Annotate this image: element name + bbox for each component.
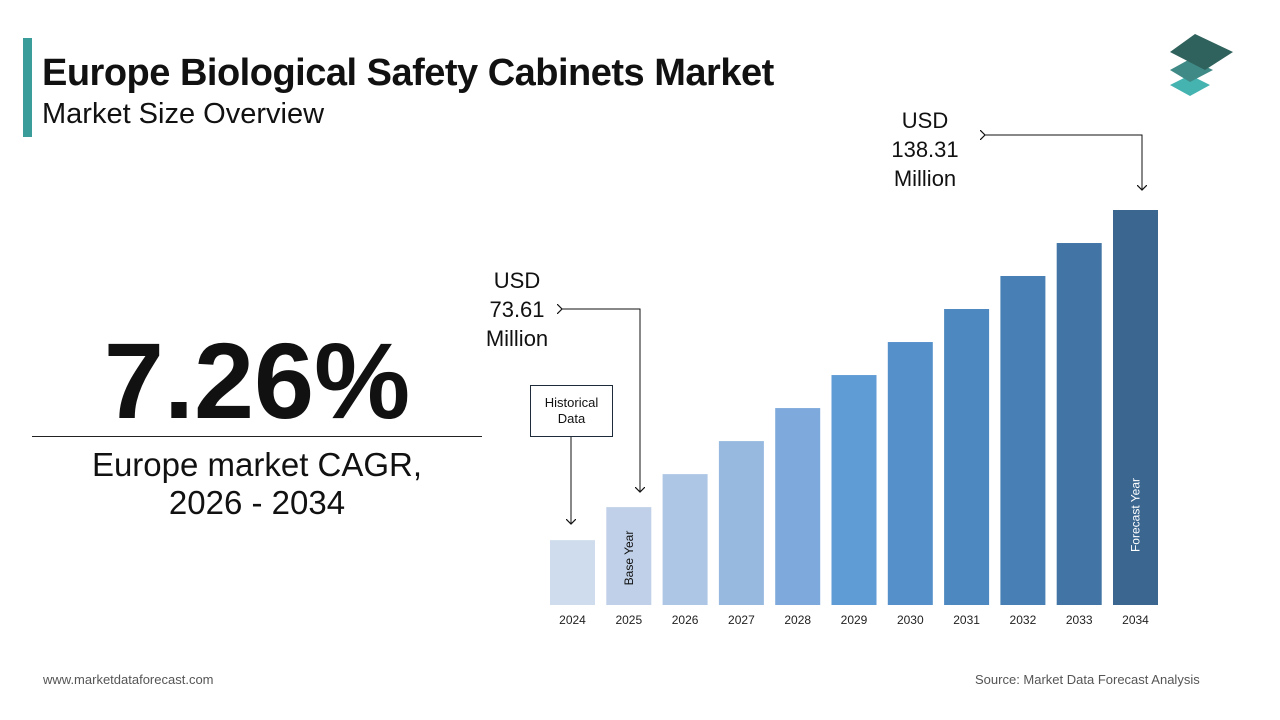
callout-line: USD xyxy=(901,108,949,133)
bar-2030 xyxy=(887,342,933,605)
cagr-label-line1: Europe market CAGR, xyxy=(91,446,423,483)
bar-2029 xyxy=(831,375,877,605)
x-tick-label: 2032 xyxy=(1010,613,1037,627)
bar-2026 xyxy=(662,474,708,605)
callout-line: 73.61 xyxy=(489,297,545,322)
bar-2028 xyxy=(775,408,821,605)
x-tick-label: 2029 xyxy=(841,613,868,627)
page-subtitle: Market Size Overview xyxy=(42,98,325,130)
x-tick-label: 2030 xyxy=(897,613,924,627)
x-tick-label: 2033 xyxy=(1066,613,1093,627)
accent-bar xyxy=(23,38,32,137)
page-title: Europe Biological Safety Cabinets Market xyxy=(42,52,774,94)
source-note: Source: Market Data Forecast Analysis xyxy=(975,672,1200,687)
x-tick-label: 2024 xyxy=(559,613,586,627)
end-value-callout: USD 138.31 Million xyxy=(878,106,972,193)
cagr-value: 7.26% xyxy=(103,320,411,441)
x-tick-label: 2025 xyxy=(615,613,642,627)
x-tick-label: 2034 xyxy=(1122,613,1149,627)
bar-2027 xyxy=(718,441,764,605)
logo-icon xyxy=(1170,34,1233,96)
website-link[interactable]: www.marketdataforecast.com xyxy=(43,672,214,687)
x-tick-label: 2026 xyxy=(672,613,699,627)
callout-line: Million xyxy=(485,326,549,351)
cagr-label: Europe market CAGR, 2026 - 2034 xyxy=(32,446,482,522)
callout-line: Million xyxy=(893,166,957,191)
bar-2024 xyxy=(550,540,595,605)
forecast-year-label: Forecast Year xyxy=(1129,478,1143,552)
bar-2025 xyxy=(606,507,652,605)
start-value-callout: USD 73.61 Million xyxy=(470,266,564,353)
callout-line: USD xyxy=(493,268,541,293)
bar-2034 xyxy=(1113,210,1158,605)
divider xyxy=(32,436,482,437)
bar-2032 xyxy=(1000,275,1046,605)
end-arrow xyxy=(985,135,1142,190)
x-tick-label: 2028 xyxy=(784,613,811,627)
x-tick-label: 2027 xyxy=(728,613,755,627)
base-year-label: Base Year xyxy=(622,531,636,586)
bar-2033 xyxy=(1056,243,1102,605)
cagr-label-line2: 2026 - 2034 xyxy=(168,484,346,521)
x-tick-label: 2031 xyxy=(953,613,980,627)
callout-line: 138.31 xyxy=(891,137,959,162)
bar-2031 xyxy=(944,309,990,605)
start-arrow xyxy=(562,309,640,492)
